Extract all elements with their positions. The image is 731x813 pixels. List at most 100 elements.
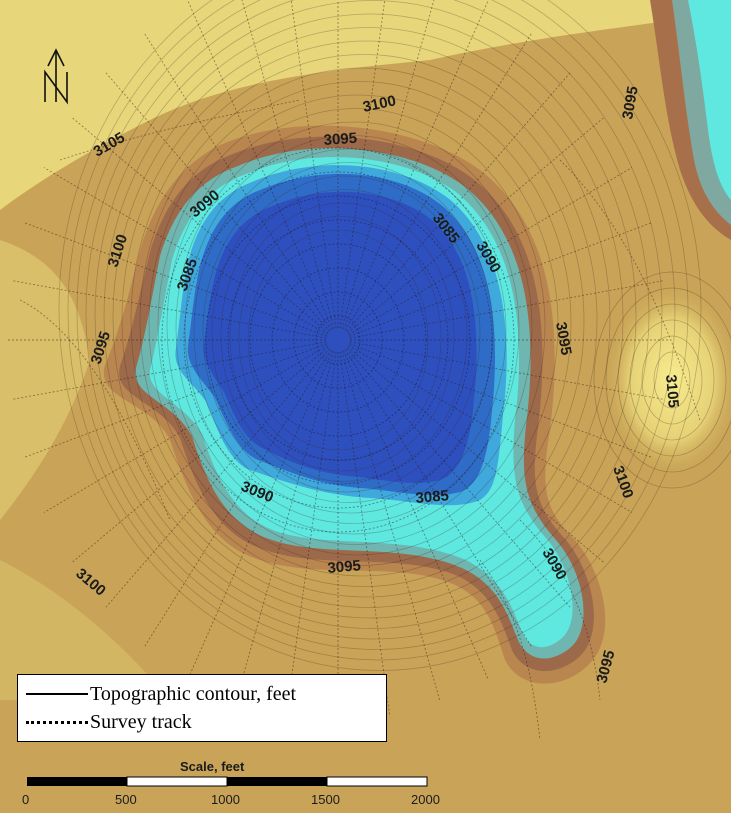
scale-tick-label: 1000 <box>211 792 240 807</box>
contour-line <box>130 54 598 587</box>
contour-label: 3095 <box>323 130 357 149</box>
legend-item-contour: Topographic contour, feet <box>26 681 296 707</box>
contour-line <box>220 189 468 482</box>
scale-segment-dark <box>27 777 127 786</box>
contour-line <box>67 0 689 661</box>
contour-line <box>629 319 715 441</box>
contour-label: 3085 <box>415 487 450 507</box>
survey-track-line <box>346 71 572 332</box>
survey-track-line <box>348 167 633 335</box>
contour-line <box>211 175 481 493</box>
contour-line <box>247 229 429 451</box>
survey-track-line <box>241 0 335 329</box>
contour-line <box>617 303 727 457</box>
survey-track-line <box>285 351 337 716</box>
survey-track-line <box>344 349 533 648</box>
contour-line <box>238 216 442 461</box>
survey-track-line <box>11 341 327 400</box>
survey-track-line <box>59 99 301 161</box>
contour-lines <box>58 0 731 671</box>
contour-line <box>85 0 663 640</box>
land-north-plateau <box>0 0 690 210</box>
survey-track-line <box>23 343 327 458</box>
survey-track-line <box>271 267 405 413</box>
survey-track-line <box>349 341 665 400</box>
contour-label: 3095 <box>552 321 575 357</box>
contour-line <box>148 81 572 566</box>
survey-track-line <box>341 351 441 702</box>
survey-tracks <box>8 0 701 741</box>
survey-track-line <box>235 351 335 702</box>
survey-track-line <box>315 315 361 365</box>
ne-channel-water <box>688 0 731 200</box>
survey-track-line <box>559 159 701 421</box>
survey-track-line <box>346 348 572 609</box>
survey-track-line <box>11 280 327 339</box>
contour-line <box>58 0 702 671</box>
survey-track-line <box>349 343 653 458</box>
contour-label: 3095 <box>327 557 362 577</box>
survey-track-line <box>70 116 329 334</box>
scale-title: Scale, feet <box>180 759 245 774</box>
contour-line <box>184 135 520 524</box>
survey-track-line <box>227 219 449 461</box>
survey-track-line <box>290 0 337 329</box>
contour-line <box>202 162 494 503</box>
east-hill <box>602 280 731 480</box>
contour-label: 3100 <box>361 92 397 116</box>
contour-line <box>175 121 533 535</box>
legend-label: Survey track <box>90 710 192 733</box>
survey-track-line <box>70 346 329 564</box>
scale-tick-label: 2000 <box>411 792 440 807</box>
survey-track-line <box>23 222 327 337</box>
survey-track-line <box>339 351 391 716</box>
solid-line-icon <box>26 693 88 695</box>
survey-track-line <box>347 346 606 564</box>
survey-track-line <box>347 116 606 334</box>
land-southwest-slope <box>0 560 170 700</box>
contour-line <box>157 94 559 556</box>
survey-track-line <box>183 171 493 509</box>
contour-line <box>605 287 731 473</box>
scale-tick-label: 0 <box>22 792 29 807</box>
land-west-slope <box>0 240 90 520</box>
dotted-line-icon <box>26 720 88 724</box>
contour-line <box>641 335 703 425</box>
survey-track-line <box>143 32 332 331</box>
contour-label: 3105 <box>662 374 682 409</box>
scale-segment-light <box>326 776 428 787</box>
contour-line <box>593 271 731 489</box>
survey-track-line <box>205 195 471 485</box>
contour-line <box>193 148 507 514</box>
legend-item-survey-track: Survey track <box>26 709 192 735</box>
scale-segment-dark <box>227 777 327 786</box>
survey-track-line <box>349 222 653 337</box>
contour-line <box>653 351 691 409</box>
survey-track-line <box>249 243 427 437</box>
survey-track-line <box>143 349 332 648</box>
survey-track-line <box>349 280 665 339</box>
survey-track-line <box>341 0 435 329</box>
contour-line <box>76 0 676 650</box>
survey-track-line <box>161 147 515 533</box>
survey-track-line <box>293 291 383 389</box>
survey-track-line <box>104 71 330 332</box>
contour-line <box>112 27 624 608</box>
contour-line <box>139 67 585 577</box>
legend-label: Topographic contour, feet <box>90 682 297 705</box>
contour-line <box>103 13 637 619</box>
survey-track-line <box>479 559 541 741</box>
contour-label: 3095 <box>619 85 642 121</box>
scale-tick-label: 1500 <box>311 792 340 807</box>
scale-bar: Scale, feet 0 500 1000 1500 2000 <box>22 759 440 807</box>
scale-tick-label: 500 <box>115 792 137 807</box>
survey-track-line <box>339 0 386 329</box>
contour-line <box>229 202 455 472</box>
survey-track-line <box>43 345 328 513</box>
survey-track-line <box>104 348 330 609</box>
contour-line <box>121 40 611 598</box>
lake-deepest-water <box>203 191 477 484</box>
scale-segment-light <box>126 776 228 787</box>
contour-line <box>166 108 546 545</box>
